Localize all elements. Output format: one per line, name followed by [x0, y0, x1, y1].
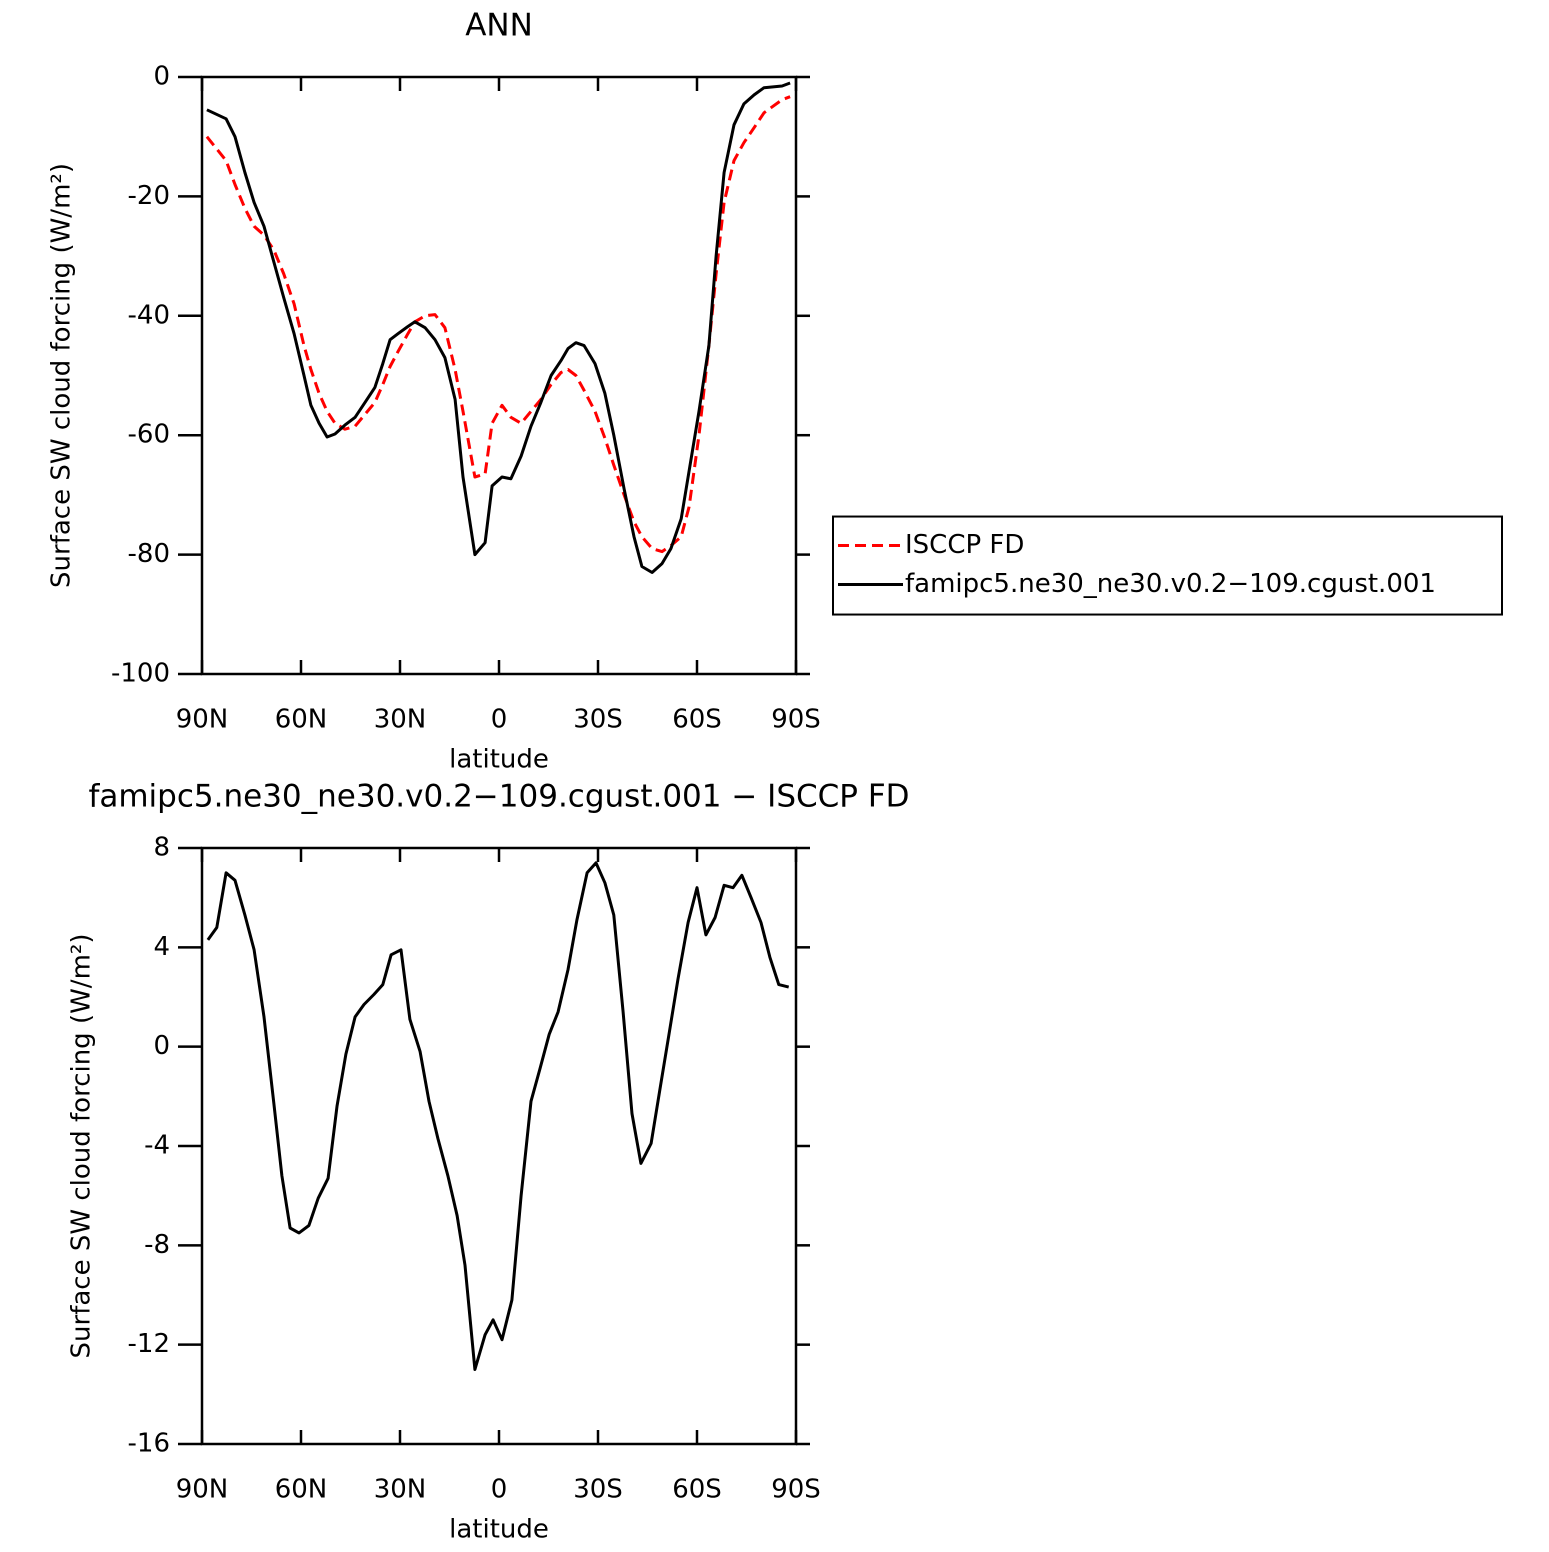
x-tick-label: 30S	[573, 705, 623, 735]
data-line	[206, 81, 791, 574]
x-tick-label: 60N	[275, 1475, 328, 1505]
y-tick-label: -12	[128, 1329, 170, 1359]
y-tick-label: -16	[128, 1429, 170, 1459]
x-tick-label: 30N	[374, 1475, 427, 1505]
x-tick-label: 0	[491, 705, 508, 735]
x-tick-label: 90N	[176, 1475, 229, 1505]
y-axis-label: Surface SW cloud forcing (W/m²)	[67, 934, 97, 1359]
y-tick-label: -4	[144, 1131, 170, 1161]
x-tick-label: 60N	[275, 705, 328, 735]
x-tick-label: 60S	[672, 1475, 722, 1505]
x-axis-label: latitude	[449, 1515, 549, 1545]
legend-box	[832, 515, 1503, 616]
y-tick-label: 0	[153, 62, 170, 92]
x-tick-label: 30S	[573, 1475, 623, 1505]
chart-title: ANN	[465, 8, 533, 44]
y-tick-label: 8	[153, 833, 170, 863]
y-axis-label: Surface SW cloud forcing (W/m²)	[47, 163, 77, 588]
y-tick-label: -80	[128, 539, 170, 569]
x-axis-label: latitude	[449, 745, 549, 775]
x-tick-label: 90S	[771, 1475, 821, 1505]
x-tick-label: 90N	[176, 705, 229, 735]
y-tick-label: -20	[128, 181, 170, 211]
y-tick-label: -100	[111, 659, 170, 689]
x-tick-label: 60S	[672, 705, 722, 735]
y-tick-label: -60	[128, 420, 170, 450]
y-tick-label: 4	[153, 932, 170, 962]
legend-label: famipc5.ne30_ne30.v0.2−109.cgust.001	[905, 569, 1436, 599]
chart-title: famipc5.ne30_ne30.v0.2−109.cgust.001 − I…	[88, 779, 909, 815]
y-tick-label: -40	[128, 300, 170, 330]
y-tick-label: -8	[144, 1230, 170, 1260]
x-tick-label: 0	[491, 1475, 508, 1505]
y-tick-label: 0	[153, 1031, 170, 1061]
data-line	[205, 95, 791, 554]
x-tick-label: 90S	[771, 705, 821, 735]
data-line	[206, 861, 790, 1371]
legend-label: ISCCP FD	[905, 530, 1024, 560]
x-tick-label: 30N	[374, 705, 427, 735]
plot-frame	[200, 846, 798, 1446]
